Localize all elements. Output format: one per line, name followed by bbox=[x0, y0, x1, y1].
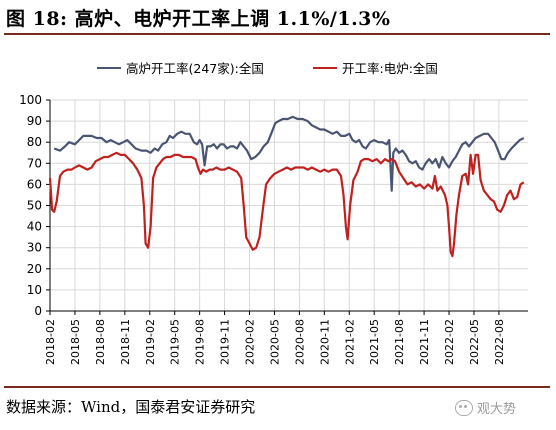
y-tick-label-30: 30 bbox=[27, 241, 42, 255]
legend-label-blast-furnace: 高炉开工率(247家):全国 bbox=[126, 61, 264, 76]
y-tick-label-60: 60 bbox=[27, 177, 42, 191]
legend-label-electric-furnace: 开工率:电炉:全国 bbox=[342, 61, 438, 76]
x-tick-label-14: 2021-08 bbox=[393, 319, 406, 365]
x-tick-label-13: 2021-05 bbox=[368, 319, 381, 365]
x-tick-label-1: 2018-05 bbox=[69, 319, 82, 365]
legend-swatch-blast-furnace bbox=[97, 66, 121, 69]
x-tick-label-5: 2019-05 bbox=[169, 319, 182, 365]
x-tick-label-9: 2020-05 bbox=[268, 319, 281, 365]
x-tick-label-18: 2022-08 bbox=[493, 319, 506, 365]
x-tick-label-7: 2019-11 bbox=[219, 319, 232, 365]
x-tick-label-3: 2018-11 bbox=[119, 319, 132, 365]
wechat-icon bbox=[455, 399, 473, 416]
x-tick-label-17: 2022-05 bbox=[468, 319, 481, 365]
y-tick-label-10: 10 bbox=[27, 283, 42, 297]
x-tick-label-0: 2018-02 bbox=[44, 319, 57, 365]
watermark-text: 观大势 bbox=[477, 402, 517, 417]
footer-divider bbox=[4, 386, 550, 388]
y-tick-label-50: 50 bbox=[27, 199, 42, 213]
source-note: 数据来源：Wind，国泰君安证券研究 bbox=[6, 398, 256, 416]
series-line-electric-furnace bbox=[48, 151, 525, 258]
legend-item-electric-furnace: 开工率:电炉:全国 bbox=[313, 58, 438, 77]
x-tick-label-11: 2020-11 bbox=[318, 319, 331, 365]
x-tick-label-4: 2019-02 bbox=[144, 319, 157, 365]
x-tick-label-15: 2021-11 bbox=[418, 319, 431, 365]
legend-item-blast-furnace: 高炉开工率(247家):全国 bbox=[97, 58, 264, 77]
y-tick-label-80: 80 bbox=[27, 135, 42, 149]
x-axis-ticks: 2018-02 2018-05 2018-08 2018-11 2019-02 2019-… bbox=[44, 311, 506, 365]
x-tick-label-10: 2020-08 bbox=[293, 319, 306, 365]
watermark: 观大势 bbox=[455, 398, 516, 417]
y-tick-label-100: 100 bbox=[19, 93, 42, 107]
y-axis-ticks: 0 10 20 30 40 50 60 70 80 90 100 bbox=[19, 93, 50, 318]
y-tick-label-90: 90 bbox=[27, 114, 42, 128]
x-tick-label-8: 2020-02 bbox=[244, 319, 257, 365]
series-lines bbox=[48, 115, 525, 258]
x-tick-label-2: 2018-08 bbox=[94, 319, 107, 365]
legend-swatch-electric-furnace bbox=[313, 66, 337, 69]
legend: 高炉开工率(247家):全国 开工率:电炉:全国 bbox=[0, 58, 556, 78]
x-tick-label-6: 2019-08 bbox=[194, 319, 207, 365]
x-tick-label-16: 2022-02 bbox=[443, 319, 456, 365]
y-tick-label-70: 70 bbox=[27, 156, 42, 170]
y-tick-label-0: 0 bbox=[34, 304, 42, 318]
chart-title: 图 18: 高炉、电炉开工率上调 1.1%/1.3% bbox=[6, 8, 391, 30]
series-line-blast-furnace bbox=[53, 115, 525, 192]
y-tick-label-40: 40 bbox=[27, 220, 42, 234]
grid-lines bbox=[49, 99, 528, 311]
y-tick-label-20: 20 bbox=[27, 262, 42, 276]
title-divider bbox=[4, 33, 550, 35]
x-tick-label-12: 2021-02 bbox=[343, 319, 356, 365]
